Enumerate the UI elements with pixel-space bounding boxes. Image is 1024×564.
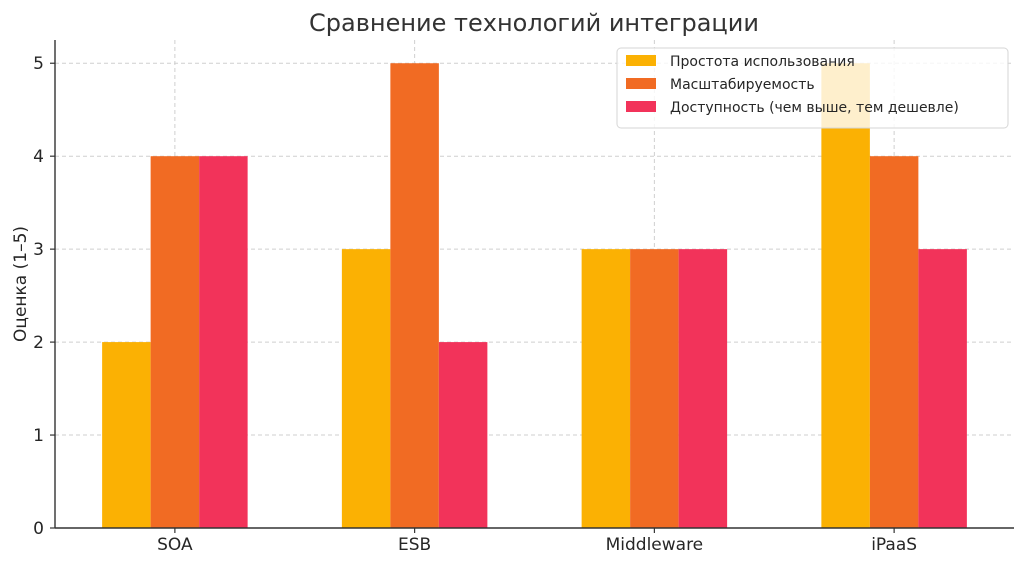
x-tick-label: iPaaS: [871, 535, 917, 555]
bar: [581, 249, 631, 528]
y-tick-label: 5: [33, 54, 44, 74]
y-tick-label: 4: [33, 147, 44, 167]
x-tick-label: Middleware: [606, 535, 704, 555]
chart-title: Сравнение технологий интеграции: [309, 9, 759, 37]
legend-swatch: [626, 101, 656, 112]
bar: [438, 342, 488, 528]
y-tick-label: 1: [33, 426, 44, 446]
y-tick-label: 3: [33, 240, 44, 260]
y-tick-label: 0: [33, 519, 44, 539]
bar: [869, 156, 919, 528]
legend: Простота использования Масштабируемость До…: [616, 47, 1009, 129]
bar: [630, 249, 679, 528]
legend-label: Простота использования: [670, 54, 855, 70]
bar: [102, 342, 151, 528]
bar: [678, 249, 728, 528]
legend-label: Масштабируемость: [670, 77, 815, 93]
bar: [199, 156, 248, 528]
y-tick-label: 2: [33, 333, 44, 353]
bar: [390, 63, 439, 528]
bar: [918, 249, 967, 528]
y-axis-label: Оценка (1–5): [11, 226, 31, 342]
legend-swatch: [626, 78, 656, 89]
bar: [150, 156, 200, 528]
x-tick-label: SOA: [157, 535, 193, 555]
bar: [341, 249, 391, 528]
bar: [821, 63, 870, 528]
legend-swatch: [626, 55, 656, 66]
legend-label: Доступность (чем выше, тем дешевле): [670, 100, 959, 116]
axes: [50, 40, 1014, 533]
x-tick-label: ESB: [398, 535, 431, 555]
y-tick-labels: 0 1 2 3 4 5: [33, 54, 44, 539]
bars: [102, 63, 967, 528]
x-tick-labels: SOA ESB Middleware iPaaS: [157, 535, 917, 555]
legend-box: [616, 47, 1009, 129]
